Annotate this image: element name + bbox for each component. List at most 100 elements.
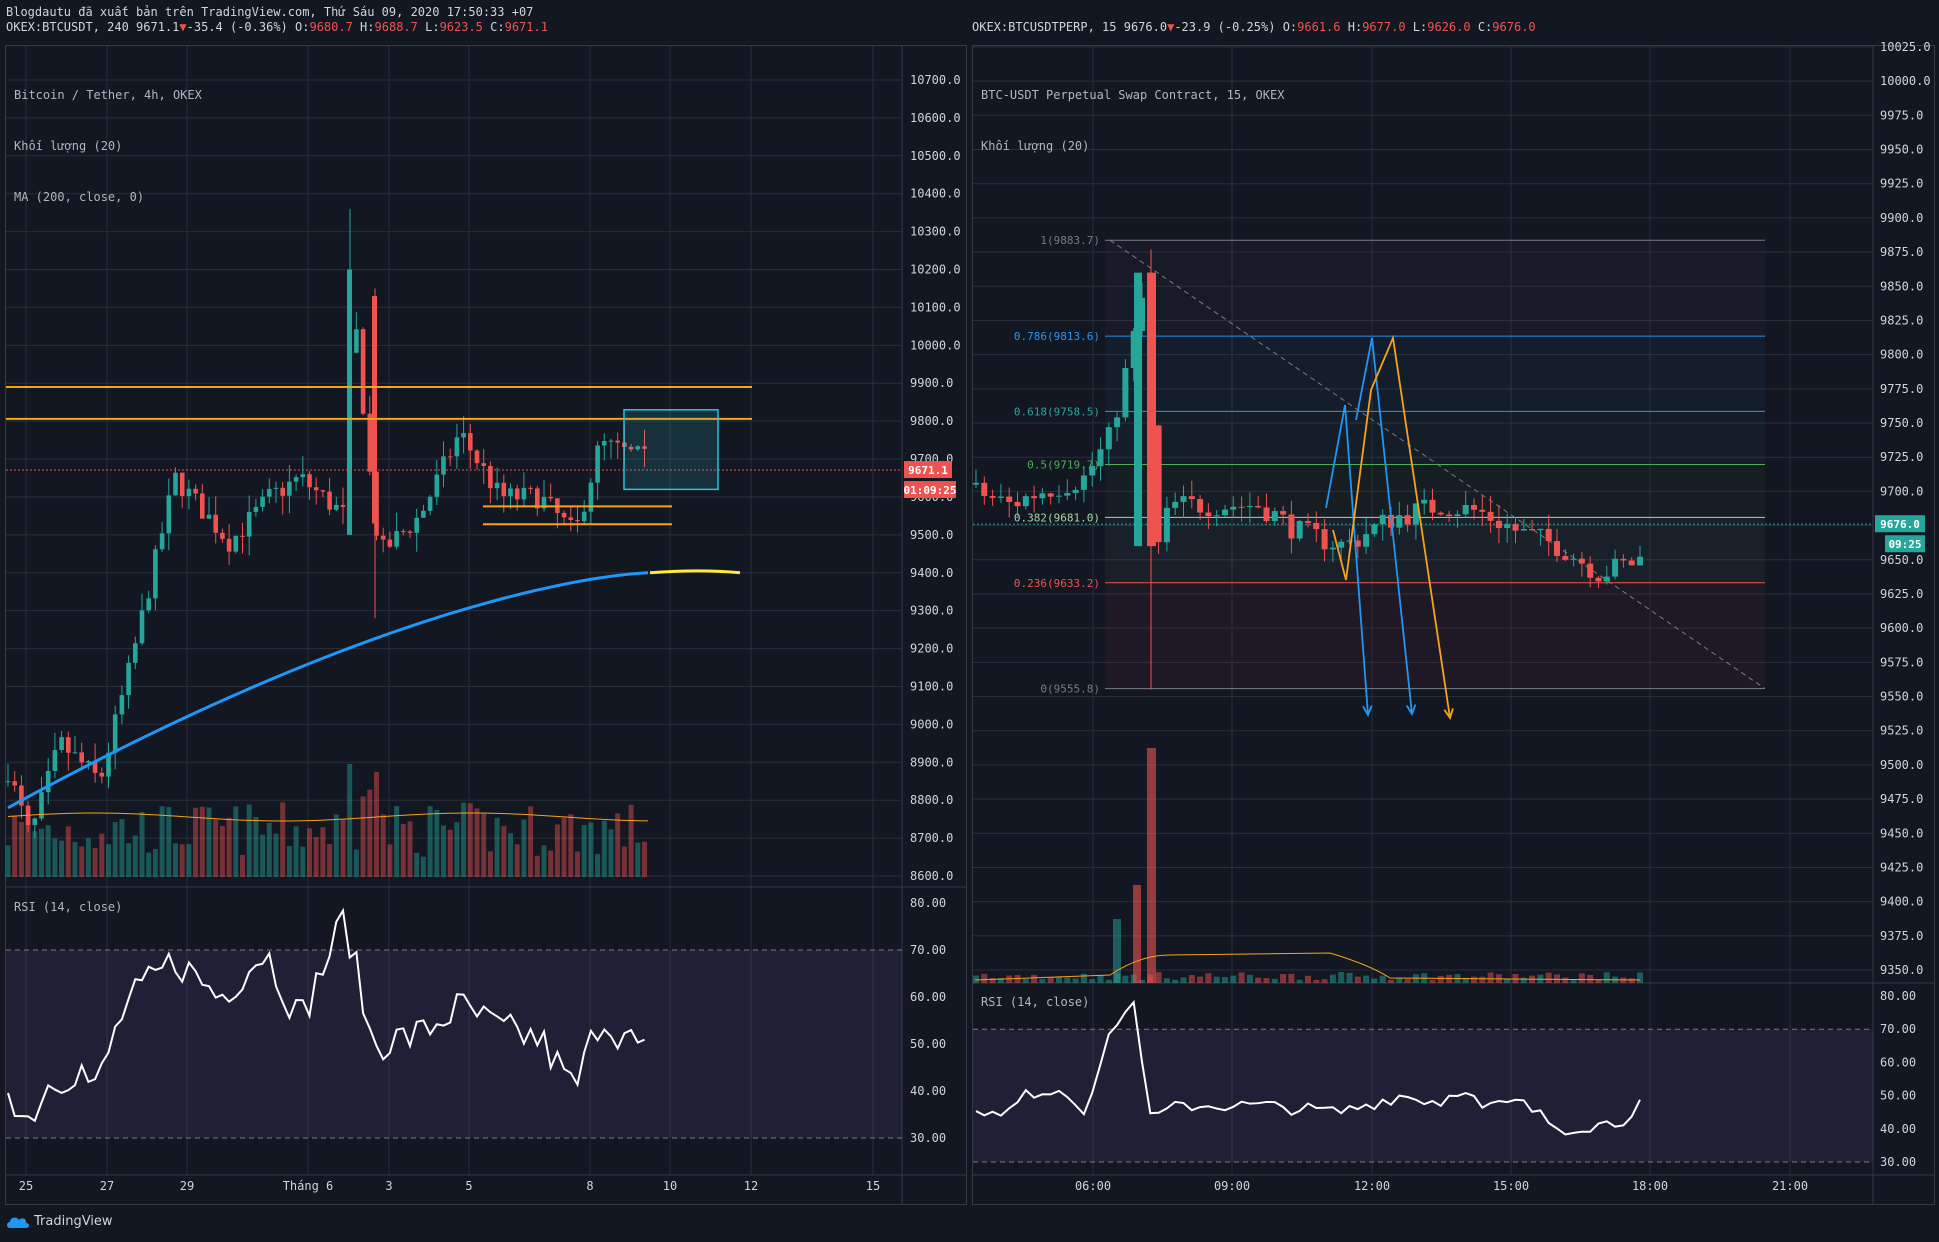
left-price-tick: 10400.0 (910, 187, 961, 201)
left-volume-bar (99, 833, 105, 877)
right-volume-bar (1429, 979, 1436, 983)
right-rsi-legend[interactable]: RSI (14, close) (981, 995, 1090, 1009)
left-price-tick: 10100.0 (910, 300, 961, 314)
left-volume-bar (554, 824, 560, 877)
right-candle-body (1363, 534, 1370, 547)
left-candle-body (126, 662, 131, 696)
right-candle-body (1371, 524, 1378, 535)
left-candle-body (92, 760, 98, 773)
left-price-tick: 9800.0 (910, 414, 953, 428)
right-volume-bar (1097, 975, 1104, 983)
right-candle-body (1172, 501, 1179, 508)
left-candle-body (45, 770, 51, 793)
left-legend-symbol[interactable]: Bitcoin / Tether, 4h, OKEX (14, 88, 202, 102)
right-rsi-tick: 40.00 (1880, 1122, 1916, 1136)
right-volume-bar (1354, 976, 1361, 983)
right-time-tick: 12:00 (1354, 1179, 1390, 1193)
right-last-price-badge (1875, 515, 1925, 533)
left-last-price-badge (904, 461, 952, 479)
right-volume-bar (1371, 978, 1378, 983)
left-candle-body (173, 472, 178, 496)
right-candle-body (1628, 560, 1635, 566)
right-volume-bar (1487, 972, 1494, 983)
right-time-tick: 06:00 (1075, 1179, 1111, 1193)
left-candle-body (79, 752, 84, 763)
left-volume-bar (313, 837, 319, 877)
right-candle-body (1222, 509, 1228, 516)
left-price-tick: 8700.0 (910, 831, 953, 845)
left-volume-bar (347, 763, 353, 877)
left-volume-bar (280, 802, 286, 877)
right-candle-body (1296, 521, 1303, 539)
right-candle-body (1570, 558, 1577, 560)
left-candle-body (508, 488, 513, 497)
left-candle-body (112, 714, 118, 753)
left-volume-bar (45, 825, 51, 877)
left-candle-body (280, 487, 285, 496)
left-price-tick: 9500.0 (910, 528, 953, 542)
left-volume-bar (595, 854, 601, 877)
left-ma200-line (7, 571, 649, 810)
right-symbol-info: OKEX:BTCUSDTPERP, 15 9676.0▼-23.9 (-0.25… (972, 20, 1536, 34)
right-candle-body (1446, 514, 1453, 517)
left-volume-bar (12, 815, 18, 877)
left-candle-body (561, 512, 567, 518)
left-volume-bar (139, 811, 145, 877)
right-candle-body (1180, 496, 1187, 502)
left-candle-body (414, 517, 419, 533)
left-chart-panel[interactable] (5, 45, 967, 1205)
left-volume-bar (39, 828, 44, 877)
left-volume-bar (18, 822, 24, 877)
right-volume-bar (1255, 977, 1262, 983)
right-legend-symbol[interactable]: BTC-USDT Perpetual Swap Contract, 15, OK… (981, 88, 1285, 102)
left-legend: Bitcoin / Tether, 4h, OKEX Khối lượng (2… (14, 53, 202, 223)
left-volume-bar (159, 806, 165, 877)
left-time-tick: 15 (866, 1179, 880, 1193)
right-candle-body (1197, 499, 1204, 513)
left-volume-bar (92, 847, 98, 877)
right-candle-body (1305, 521, 1311, 523)
right-legend-volume[interactable]: Khối lượng (20) (981, 139, 1090, 153)
left-legend-ma[interactable]: MA (200, close, 0) (14, 190, 145, 204)
right-candle-body (1537, 528, 1544, 531)
right-candle-body (1072, 489, 1079, 493)
right-fib-label: 0.5(9719.7) (1027, 458, 1100, 471)
left-rsi-legend[interactable]: RSI (14, close) (14, 900, 123, 914)
tradingview-logo[interactable]: TradingView (6, 1214, 113, 1229)
right-candle-body (997, 496, 1004, 498)
down-triangle-icon: ▼ (179, 20, 187, 34)
right-price-tick: 9975.0 (1880, 108, 1923, 122)
right-candle-body (1421, 499, 1428, 504)
left-volume-bar (300, 846, 306, 877)
right-candle-body (1288, 514, 1295, 539)
right-candle-body (1412, 503, 1419, 525)
left-candle-body (193, 488, 198, 494)
right-chart-panel[interactable] (972, 45, 1935, 1205)
left-time-tick: 8 (586, 1179, 593, 1193)
left-volume-bar (286, 846, 292, 877)
right-candle-body (1471, 505, 1477, 510)
right-price-tick: 9375.0 (1880, 929, 1923, 943)
left-candle-body (642, 446, 647, 449)
left-legend-volume[interactable]: Khối lượng (20) (14, 139, 123, 153)
right-candle-body (1487, 511, 1494, 521)
right-volume-bar (1545, 972, 1552, 983)
left-volume-bar (420, 856, 426, 877)
left-candle-body (267, 488, 272, 497)
right-volume-bar (1172, 979, 1179, 983)
left-volume-bar (166, 807, 172, 877)
right-volume-bar (1155, 972, 1162, 983)
left-volume-bar (179, 844, 185, 877)
right-candle-body (1097, 449, 1104, 467)
right-candle-body (1520, 529, 1527, 531)
left-candle-body (521, 487, 527, 500)
right-candle-body (1529, 529, 1536, 531)
right-candle-body (1346, 540, 1353, 542)
right-volume-bar (1396, 978, 1403, 983)
right-volume-bar (1180, 977, 1187, 983)
right-volume-bar (1504, 978, 1511, 983)
right-candle-body (1064, 492, 1071, 496)
left-time-tick: 10 (663, 1179, 677, 1193)
left-volume-bar (25, 818, 31, 877)
